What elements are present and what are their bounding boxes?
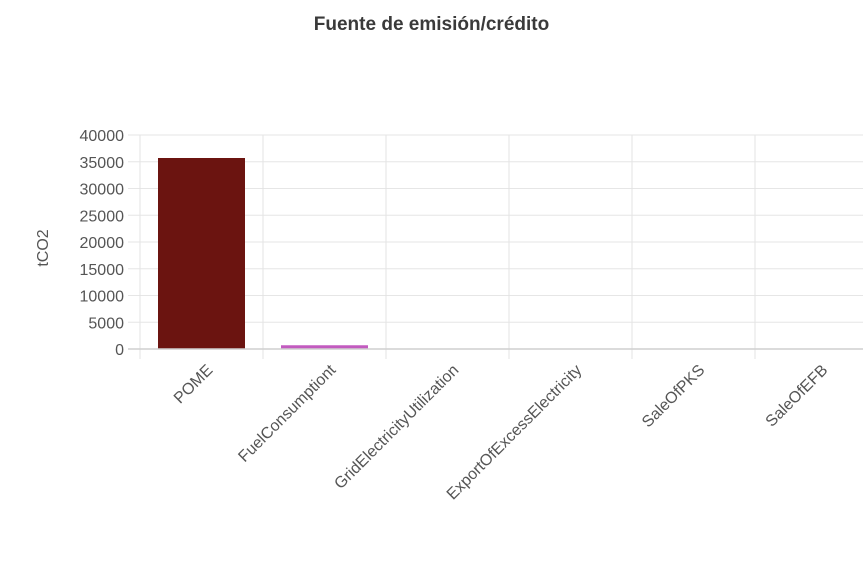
y-tick-label: 35000 <box>80 155 125 172</box>
y-tick-label: 40000 <box>80 128 125 145</box>
y-tick-label: 10000 <box>80 289 125 306</box>
bar-fuelconsumptiont <box>281 345 368 349</box>
x-tick-label: SaleOfEFB <box>763 362 832 431</box>
x-tick-label: GridElectricityUtilization <box>331 362 462 493</box>
y-axis-label: tCO2 <box>35 229 52 266</box>
grid-lines <box>128 134 863 359</box>
y-tick-label: 25000 <box>80 208 125 225</box>
chart-title: Fuente de emisión/crédito <box>313 14 550 35</box>
x-tick-label: POME <box>171 362 216 407</box>
x-tick-label: ExportOfExcessElectricity <box>444 362 586 504</box>
y-tick-label: 0 <box>115 342 124 359</box>
bar-pome <box>158 158 245 349</box>
y-tick-label: 20000 <box>80 235 125 252</box>
x-tick-label: SaleOfPKS <box>639 362 708 431</box>
y-tick-label: 15000 <box>80 262 125 279</box>
bars <box>158 158 368 349</box>
x-tick-label: FuelConsumptiont <box>235 361 339 465</box>
y-tick-label: 30000 <box>80 182 125 199</box>
y-tick-label: 5000 <box>88 315 124 332</box>
